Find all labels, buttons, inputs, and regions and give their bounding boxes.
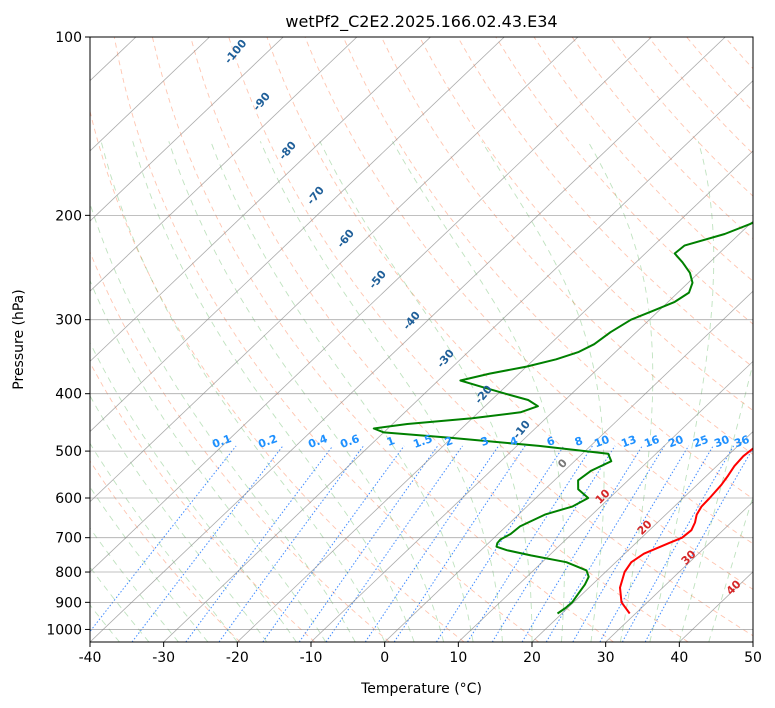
isotherm-grid-line: [90, 37, 652, 573]
y-tick-label: 200: [55, 208, 82, 224]
mixing-ratio-line: [644, 447, 753, 642]
y-axis-label: Pressure (hPa): [11, 289, 27, 389]
dry-adiabat-line: [342, 37, 753, 500]
axes: -40 -30 -20 -10 0 10 20 30 40 5010020030040050060…: [46, 30, 762, 666]
y-tick-label: 500: [55, 444, 82, 460]
mixing-ratio-label: 20: [666, 433, 685, 451]
mixing-ratio-line: [491, 445, 616, 642]
mixing-ratio-line: [218, 445, 364, 642]
mixing-ratio-label: 0.1: [210, 432, 233, 451]
dry-adiabat-line: [90, 250, 390, 642]
mixing-ratio-label: 36: [732, 433, 751, 451]
dry-adiabat-line: [90, 109, 465, 642]
x-tick-label: 50: [744, 650, 762, 666]
chart-title: wetPf2_C2E2.2025.166.02.43.E34: [285, 12, 557, 32]
temperature-profile-line: [619, 447, 753, 615]
mixing-ratio-line: [621, 445, 735, 642]
mixing-ratio-label: 2: [443, 434, 455, 449]
dry-adiabat-line: [266, 37, 753, 590]
mixing-ratio-label: 0.4: [306, 432, 329, 451]
isotherm-grid-line: [90, 37, 726, 642]
dry-adiabat-line: [495, 37, 753, 325]
x-tick-label: -40: [79, 650, 102, 666]
dry-adiabat-line: [457, 37, 753, 368]
mixing-ratio-label: 4: [508, 434, 520, 449]
mixing-ratio-label: 25: [691, 433, 710, 450]
x-tick-label: 30: [597, 650, 615, 666]
mixing-ratio-line: [325, 445, 463, 642]
plot-area: -100-90-80-70-60-50-40-30-20-10010203040…: [90, 37, 753, 642]
mixing-ratio-line: [298, 445, 439, 642]
mixing-ratio-line: [185, 445, 334, 642]
isotherm-grid-line: [310, 220, 753, 642]
mixing-ratio-label: 0.2: [256, 432, 279, 451]
x-tick-label: 10: [449, 650, 467, 666]
dry-adiabat-line: [304, 37, 753, 545]
isotherm-grid-line: [163, 80, 753, 642]
mixing-ratio-label: 8: [573, 434, 585, 449]
dewpoint-profile-line: [372, 221, 753, 615]
mixing-ratio-label: 13: [619, 433, 638, 450]
plot-background: [90, 37, 753, 642]
x-tick-label: 40: [670, 650, 688, 666]
y-tick-label: 1000: [46, 622, 82, 638]
mixing-ratio-line: [599, 445, 714, 642]
mixing-ratio-line: [467, 445, 593, 642]
x-tick-label: -20: [226, 650, 249, 666]
dry-adiabat-line: [113, 37, 540, 642]
mixing-ratio-line: [364, 445, 500, 642]
isotherm-grid-line: [90, 37, 579, 503]
isotherm-grid-line: [90, 37, 505, 433]
y-tick-label: 800: [55, 565, 82, 581]
mixing-ratio-line: [572, 445, 690, 642]
mixing-ratio-label: 0.6: [338, 432, 361, 451]
dry-adiabat-line: [190, 37, 689, 642]
x-axis-label: Temperature (°C): [360, 681, 482, 697]
grid-lines: [90, 37, 753, 642]
mixing-ratio-line: [262, 445, 405, 642]
isotherm-grid-line: [531, 430, 753, 642]
isotherm-grid-line: [458, 360, 753, 642]
mixing-ratio-line: [435, 445, 565, 642]
x-tick-label: -10: [300, 650, 323, 666]
isotherm-grid-line: [237, 150, 753, 642]
isotherm-grid-line: [90, 37, 358, 292]
y-tick-label: 700: [55, 531, 82, 547]
y-tick-label: 900: [55, 595, 82, 611]
mixing-ratio-label: 30: [712, 433, 731, 451]
plot-frame: [89, 36, 754, 643]
y-tick-label: 100: [55, 30, 82, 46]
series-lines: [372, 221, 753, 615]
mixing-ratio-line: [545, 445, 665, 642]
isotherm-grid-line: [90, 37, 210, 152]
mixing-ratio-label: 16: [642, 433, 661, 451]
y-tick-label: 600: [55, 491, 82, 507]
dry-adiabat-line: [151, 37, 614, 642]
mixing-ratio-label: 6: [545, 434, 557, 449]
x-tick-label: 20: [523, 650, 541, 666]
isotherm-grid-line: [90, 37, 431, 362]
y-tick-label: 400: [55, 387, 82, 403]
mixing-ratio-label: 10: [592, 433, 611, 451]
mixing-ratio-label: 1: [385, 434, 397, 449]
mixing-ratio-label: 1.5: [411, 432, 434, 451]
dry-adiabat-line: [90, 460, 241, 642]
x-tick-label: 0: [380, 650, 389, 666]
isotherm-grid-line: [605, 501, 753, 642]
isotherm-grid-line: [384, 290, 753, 642]
y-tick-label: 300: [55, 313, 82, 329]
isotherm-grid-line: [90, 37, 284, 222]
mixing-ratio-label: 3: [479, 434, 491, 449]
x-tick-label: -30: [152, 650, 175, 666]
